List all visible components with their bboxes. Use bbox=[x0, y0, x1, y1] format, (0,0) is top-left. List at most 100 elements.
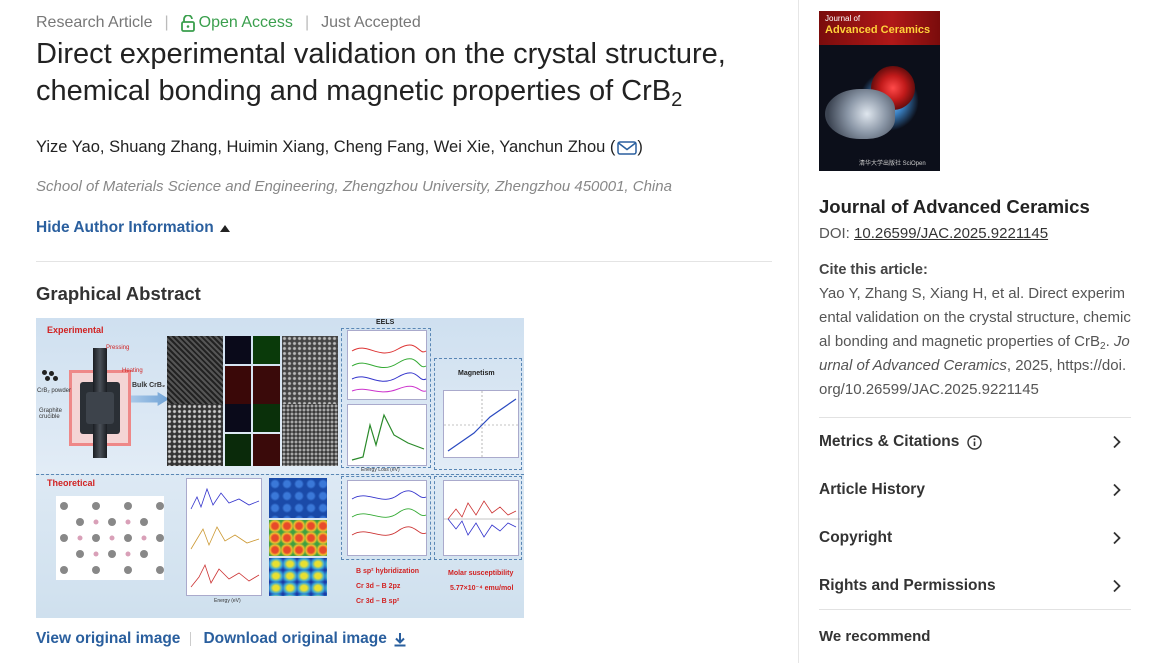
magnetism-plot bbox=[443, 390, 520, 459]
caret-up-icon bbox=[219, 224, 230, 232]
tem-image bbox=[167, 404, 223, 466]
cover-engine-illustration bbox=[825, 89, 895, 139]
pressing-label: Pressing bbox=[106, 345, 130, 351]
meta-separator: | bbox=[164, 14, 169, 31]
magnetism-curve bbox=[444, 391, 520, 459]
image-links: View original image Download original im… bbox=[36, 630, 407, 648]
eels-curves bbox=[351, 344, 427, 393]
eels-box bbox=[341, 328, 431, 468]
tem-image bbox=[253, 366, 280, 408]
tem-image bbox=[253, 336, 280, 364]
citation-part-1: Yao Y, Zhang S, Xiang H, et al. Direct e… bbox=[819, 285, 1131, 350]
tem-image bbox=[225, 366, 251, 408]
calc-eels-curves bbox=[351, 490, 427, 536]
calc-magnetism-box bbox=[434, 476, 522, 560]
tem-image bbox=[225, 404, 251, 432]
calc-eels-box bbox=[341, 476, 431, 560]
we-recommend-heading: We recommend bbox=[819, 628, 931, 645]
row-divider bbox=[819, 417, 1131, 418]
graphical-abstract-heading: Graphical Abstract bbox=[36, 283, 201, 304]
journal-cover-image[interactable]: Journal of Advanced Ceramics 清华大学出版社 Sci… bbox=[819, 11, 940, 171]
article-history-label: Article History bbox=[819, 481, 925, 498]
chevron-right-icon bbox=[1113, 579, 1121, 593]
article-status: Just Accepted bbox=[321, 14, 421, 31]
cite-heading: Cite this article: bbox=[819, 262, 928, 278]
author-list: Yize Yao, Shuang Zhang, Huimin Xiang, Ch… bbox=[36, 138, 643, 157]
article-title-text: Direct experimental validation on the cr… bbox=[36, 38, 726, 107]
open-access-badge: Open Access bbox=[180, 14, 293, 32]
process-arrow-icon bbox=[131, 392, 169, 406]
molar-susceptibility-label: Molar susceptibility bbox=[448, 570, 514, 577]
author-affiliation: School of Materials Science and Engineer… bbox=[36, 178, 672, 195]
crucible-label: Graphite crucible bbox=[39, 408, 63, 420]
article-type: Research Article bbox=[36, 14, 153, 31]
chevron-right-icon bbox=[1113, 531, 1121, 545]
eels-label: EELS bbox=[376, 319, 395, 326]
charge-density-map bbox=[269, 520, 327, 556]
row-divider bbox=[819, 609, 1131, 610]
charge-density-map bbox=[269, 558, 327, 596]
citation-text: Yao Y, Zhang S, Xiang H, et al. Direct e… bbox=[819, 282, 1131, 402]
theoretical-label: Theoretical bbox=[47, 478, 96, 488]
copyright-row[interactable]: Copyright bbox=[819, 526, 1121, 550]
hybridization-note-1: B sp² hybridization bbox=[356, 568, 419, 575]
dos-curves bbox=[190, 487, 260, 588]
hide-author-info-toggle[interactable]: Hide Author Information bbox=[36, 219, 230, 237]
eels-plot bbox=[347, 330, 427, 400]
cover-journal-title: Advanced Ceramics bbox=[825, 24, 931, 36]
article-meta-line: Research Article | Open Access | Just Ac… bbox=[36, 14, 421, 32]
tem-image bbox=[253, 434, 280, 466]
calc-eels-plot bbox=[347, 480, 427, 556]
dos-xlabel: Energy (eV) bbox=[214, 598, 241, 604]
link-separator bbox=[190, 632, 192, 646]
eels-detail-plot bbox=[347, 404, 427, 466]
article-title: Direct experimental validation on the cr… bbox=[36, 36, 776, 110]
doi-line: DOI: 10.26599/JAC.2025.9221145 bbox=[819, 225, 1048, 242]
crystal-structure-diagram bbox=[56, 496, 164, 580]
rights-permissions-row[interactable]: Rights and Permissions bbox=[819, 574, 1121, 598]
hybridization-note-3: Cr 3d – B sp² bbox=[356, 598, 400, 605]
doi-label: DOI: bbox=[819, 225, 855, 242]
tem-image bbox=[282, 404, 338, 466]
dos-plot bbox=[186, 478, 262, 596]
tem-image bbox=[225, 336, 251, 364]
eels-detail-curve bbox=[351, 413, 425, 461]
mail-icon[interactable] bbox=[617, 140, 638, 155]
tem-image bbox=[282, 336, 338, 408]
hide-author-label: Hide Author Information bbox=[36, 219, 214, 236]
graphical-abstract-image[interactable]: Experimental Theoretical Pressing Heatin… bbox=[36, 318, 524, 618]
chevron-right-icon bbox=[1113, 435, 1121, 449]
authors-text: Yize Yao, Shuang Zhang, Huimin Xiang, Ch… bbox=[36, 138, 616, 156]
dos-spin-curves bbox=[444, 500, 520, 538]
doi-link[interactable]: 10.26599/JAC.2025.9221145 bbox=[854, 225, 1049, 242]
info-icon[interactable] bbox=[967, 434, 983, 450]
copyright-label: Copyright bbox=[819, 529, 893, 546]
download-original-image-link[interactable]: Download original image bbox=[203, 630, 406, 648]
journal-name: Journal of Advanced Ceramics bbox=[819, 196, 1090, 217]
citation-part-2: . bbox=[1105, 333, 1114, 350]
experimental-label: Experimental bbox=[47, 325, 104, 335]
eels-xlabel: Energy Loss (eV) bbox=[361, 467, 400, 473]
view-original-image-link[interactable]: View original image bbox=[36, 630, 181, 647]
article-title-subscript: 2 bbox=[671, 89, 683, 111]
section-divider bbox=[36, 261, 772, 262]
charge-density-map bbox=[269, 478, 327, 518]
download-label: Download original image bbox=[203, 630, 387, 647]
heating-label: Heating bbox=[122, 368, 143, 374]
citation-journal: Journal of Advanced Ceramics bbox=[819, 333, 1130, 374]
powder-label: CrB₂ powder bbox=[37, 388, 72, 394]
meta-separator: | bbox=[304, 14, 310, 31]
sidebar-divider bbox=[798, 0, 799, 663]
dos-spin-plot bbox=[443, 480, 520, 556]
citation-part-3: , 2025, https://doi.org/10.26599/JAC.202… bbox=[819, 357, 1127, 398]
magnetism-box bbox=[434, 358, 522, 470]
authors-close-paren: ) bbox=[637, 138, 643, 156]
tem-image bbox=[253, 404, 280, 432]
metrics-citations-row[interactable]: Metrics & Citations bbox=[819, 430, 1121, 454]
hybridization-note-2: Cr 3d – B 2pz bbox=[356, 583, 401, 590]
molar-susceptibility-value: 5.77×10⁻⁴ emu/mol bbox=[450, 585, 514, 592]
cover-footer: 清华大学出版社 SciOpen bbox=[859, 161, 926, 167]
article-history-row[interactable]: Article History bbox=[819, 478, 1121, 502]
citation-subscript: 2 bbox=[1100, 341, 1106, 352]
cover-header bbox=[819, 11, 940, 45]
